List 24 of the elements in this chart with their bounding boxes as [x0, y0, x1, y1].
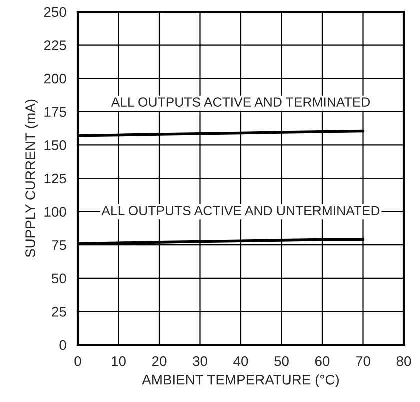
y-tick-label: 75 [52, 240, 66, 250]
y-tick-label: 25 [52, 307, 66, 317]
x-tick-label: 70 [356, 356, 370, 366]
x-tick-label: 40 [234, 356, 248, 366]
x-tick-label: 0 [74, 356, 82, 366]
x-tick-label: 30 [193, 356, 208, 366]
y-tick-label: 0 [60, 340, 66, 350]
annotation: ALL OUTPUTS ACTIVE AND UNTERMINATED [102, 206, 380, 216]
y-tick-label: 150 [44, 140, 66, 150]
y-tick-label: 125 [44, 174, 66, 184]
annotation: ALL OUTPUTS ACTIVE AND TERMINATED [111, 98, 370, 107]
x-tick-label: 10 [112, 356, 126, 366]
y-tick-label: 200 [44, 74, 66, 84]
x-axis-title: AMBIENT TEMPERATURE (°C) [142, 374, 339, 388]
y-tick-label: 175 [44, 107, 66, 118]
y-tick-label: 50 [52, 274, 66, 284]
x-tick-label: 60 [315, 356, 330, 366]
y-axis-title: SUPPLY CURRENT (mA) [25, 100, 38, 258]
y-tick-label: 250 [44, 7, 66, 18]
x-tick-label: 50 [274, 356, 289, 366]
x-tick-label: 20 [152, 356, 167, 366]
y-tick-label: 100 [44, 207, 66, 217]
x-tick-label: 80 [396, 356, 412, 366]
y-tick-label: 225 [44, 40, 66, 50]
